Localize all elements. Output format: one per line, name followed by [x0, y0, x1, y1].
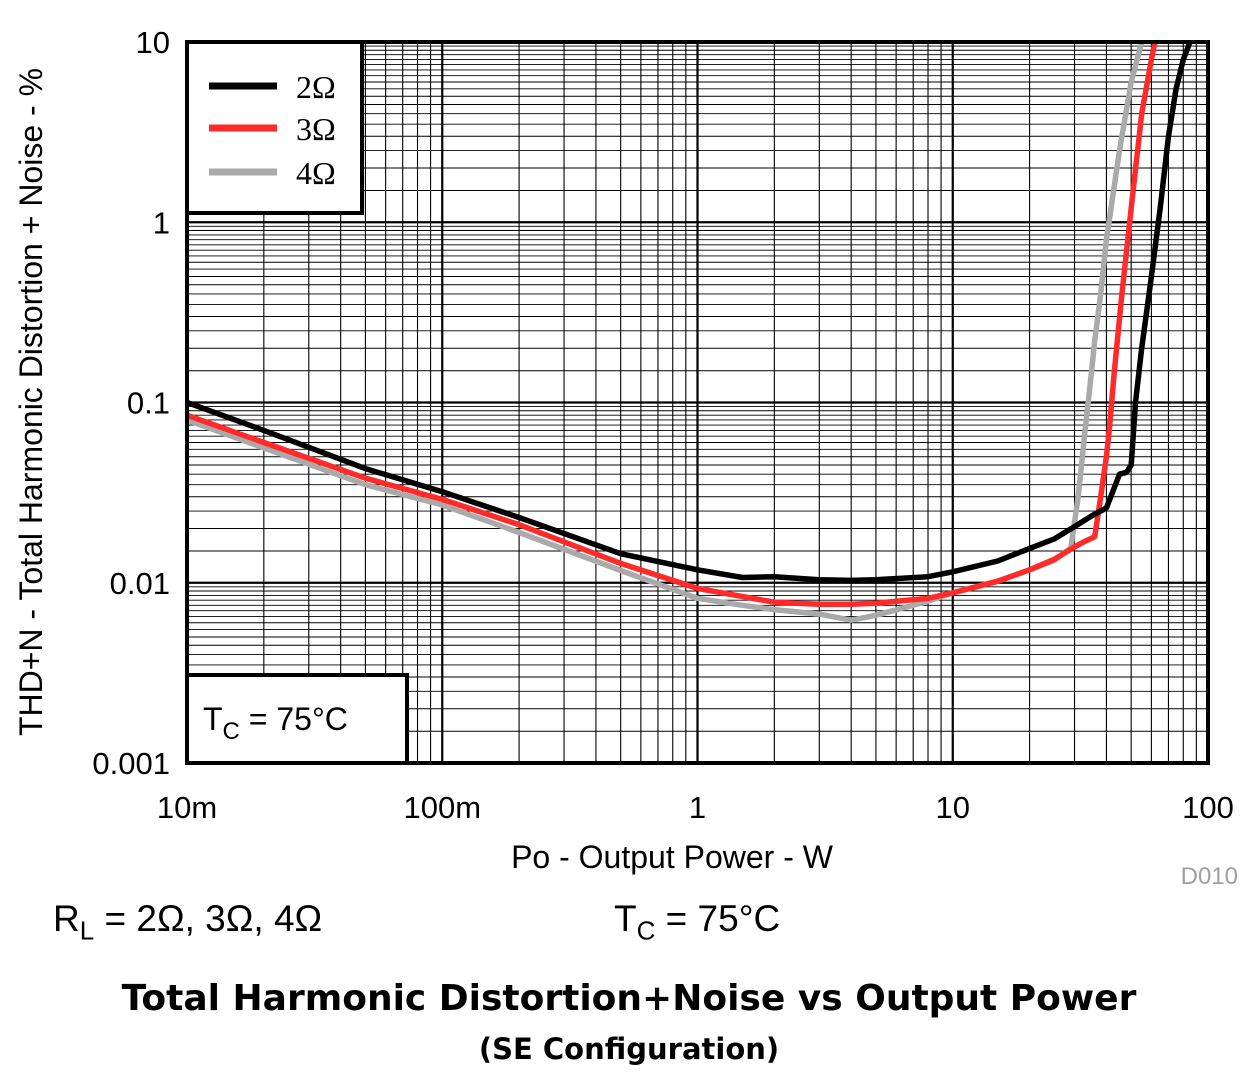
- plot-frame: [185, 40, 1210, 765]
- x-tick-label: 1: [689, 790, 706, 825]
- temperature-condition: TC = 75°C: [614, 898, 781, 946]
- legend-label-2ohm: 2Ω: [296, 69, 336, 105]
- y-axis-label: THD+N - Total Harmonic Distortion + Nois…: [13, 68, 49, 736]
- figure-code: D010: [1181, 863, 1238, 890]
- y-tick-labels: 10 1 0.1 0.01 0.001: [92, 25, 170, 781]
- series-lines: [187, 42, 1193, 623]
- y-tick-label: 0.001: [92, 746, 170, 781]
- y-tick-label: 0.01: [110, 566, 170, 601]
- legend: 2Ω 3Ω 4Ω: [185, 40, 364, 215]
- y-tick-label: 10: [136, 25, 170, 60]
- legend-label-3ohm: 3Ω: [296, 111, 336, 147]
- x-axis-label: Po - Output Power - W: [511, 839, 834, 875]
- load-condition: RL = 2Ω, 3Ω, 4Ω: [53, 898, 323, 946]
- series-line-2ohm: [187, 42, 1193, 584]
- x-tick-label: 100m: [403, 790, 481, 825]
- x-tick-label: 10m: [157, 790, 217, 825]
- series-line-3ohm: [187, 42, 1158, 607]
- annotation-text: TC = 75°C: [203, 701, 348, 745]
- figure-title: Total Harmonic Distortion+Noise vs Outpu…: [121, 978, 1137, 1019]
- x-tick-label: 10: [936, 790, 970, 825]
- annotation-box: [185, 673, 409, 765]
- y-tick-label: 0.1: [127, 386, 170, 421]
- temperature-annotation: TC = 75°C: [185, 673, 409, 765]
- legend-label-4ohm: 4Ω: [296, 155, 336, 191]
- x-tick-labels: 10m 100m 1 10 100: [157, 790, 1234, 825]
- figure-subtitle: (SE Configuration): [478, 1032, 780, 1066]
- y-tick-label: 1: [153, 205, 170, 240]
- x-tick-label: 100: [1182, 790, 1234, 825]
